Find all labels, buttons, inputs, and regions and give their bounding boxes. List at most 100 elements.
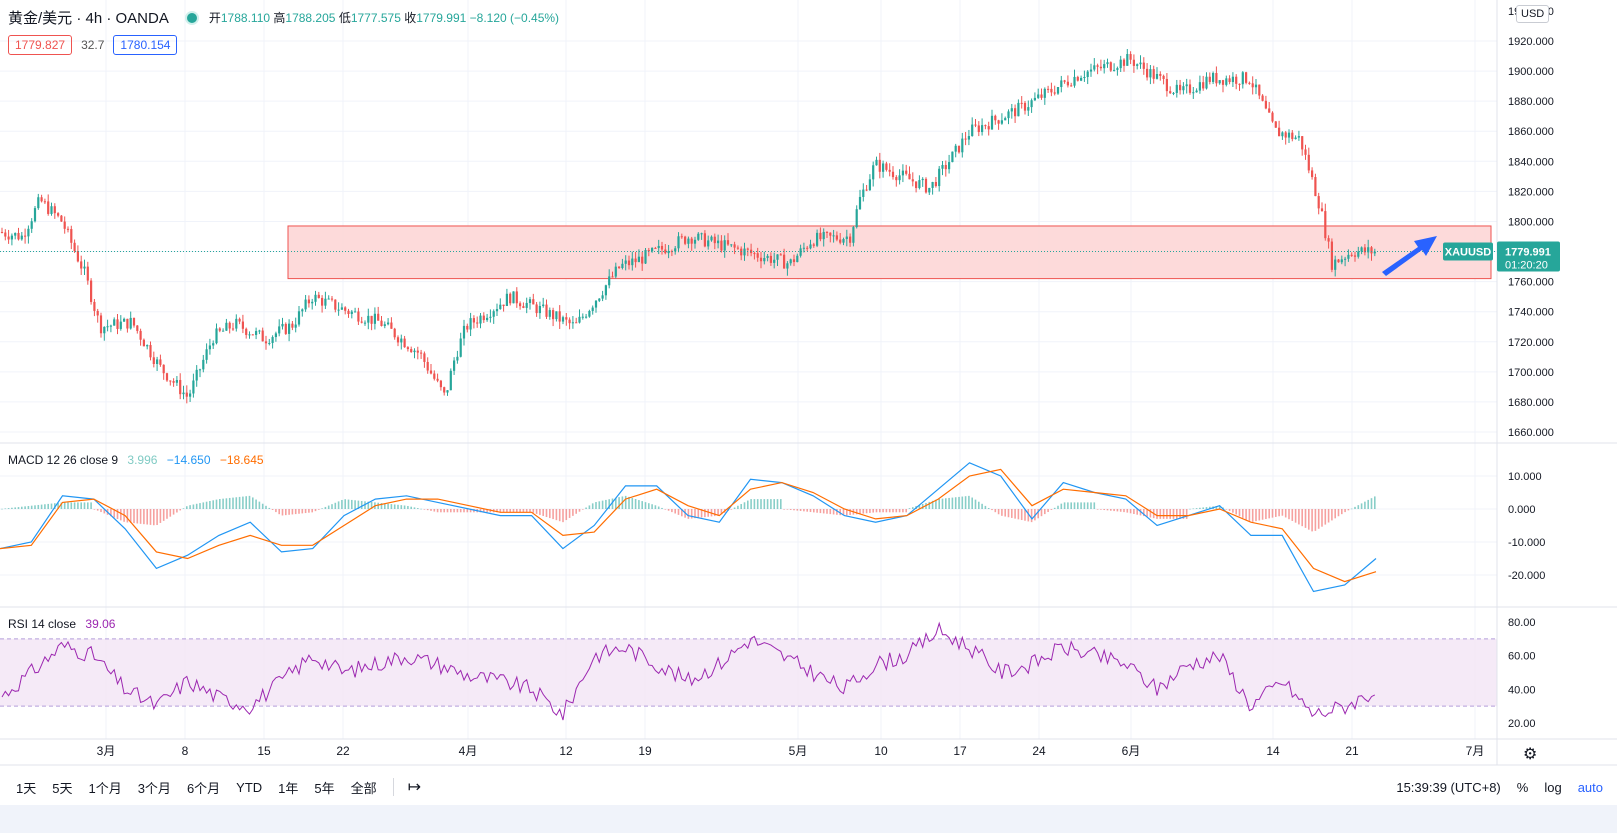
candle-body <box>156 359 159 364</box>
macd-histogram-bar <box>747 500 749 509</box>
candle-body <box>598 298 601 301</box>
macd-histogram-bar <box>951 497 954 509</box>
candle-body <box>1063 80 1066 82</box>
macd-histogram-bar <box>209 501 211 509</box>
candle-body <box>1185 84 1188 87</box>
candle-body <box>1053 92 1056 94</box>
macd-histogram-bar <box>796 509 799 511</box>
candle-body <box>1195 90 1198 93</box>
macd-histogram-bar <box>1228 509 1231 511</box>
macd-histogram-bar <box>1 508 3 510</box>
candle-body <box>327 298 330 300</box>
macd-histogram-bar <box>159 509 162 523</box>
time-tick-label: 8 <box>182 744 189 758</box>
range-button-8[interactable]: 全部 <box>350 780 377 796</box>
buy-price-button[interactable]: 1780.154 <box>113 35 178 55</box>
auto-scale-button[interactable]: auto <box>1577 779 1603 795</box>
candle-body <box>423 353 426 362</box>
candle-body <box>57 213 60 216</box>
macd-histogram-bar <box>555 509 558 521</box>
macd-histogram-bar <box>87 502 89 509</box>
macd-histogram-bar <box>1337 509 1340 517</box>
macd-histogram-bar <box>116 509 119 519</box>
rsi-legend[interactable]: RSI 14 close 39.06 <box>8 617 115 631</box>
macd-histogram-bar <box>819 509 822 514</box>
candle-body <box>86 266 89 281</box>
candle-body <box>601 295 604 299</box>
macd-histogram-bar <box>54 503 56 509</box>
currency-button[interactable]: USD <box>1516 5 1550 23</box>
candle-body <box>472 318 475 323</box>
time-tick-label: 10 <box>874 744 888 758</box>
macd-histogram-bar <box>895 509 898 513</box>
macd-histogram-bar <box>978 501 980 509</box>
candle-body <box>410 349 413 353</box>
macd-histogram-bar <box>971 497 973 509</box>
macd-histogram-bar <box>176 509 178 513</box>
settings-gear-icon[interactable]: ⚙ <box>1523 746 1538 763</box>
candle-body <box>618 266 621 269</box>
range-button-4[interactable]: 6个月 <box>186 780 221 796</box>
range-button-6[interactable]: 1年 <box>278 780 299 796</box>
macd-histogram-bar <box>275 509 277 513</box>
macd-legend[interactable]: MACD 12 26 close 9 3.996 −14.650 −18.645 <box>8 453 264 467</box>
macd-histogram-bar <box>192 504 195 509</box>
candle-body <box>1126 54 1129 66</box>
macd-histogram-bar <box>387 503 389 509</box>
range-button-7[interactable]: 5年 <box>314 780 335 796</box>
macd-histogram-bar <box>1242 509 1244 518</box>
candle-body <box>568 319 571 324</box>
macd-histogram-bar <box>450 509 452 513</box>
symbol-title[interactable]: 黄金/美元 · 4h · OANDA <box>8 10 169 27</box>
macd-histogram-bar <box>261 503 264 509</box>
go-to-date-icon[interactable]: ↦ <box>407 779 422 796</box>
rsi-tick-label: 20.00 <box>1508 718 1536 730</box>
candle-body <box>1264 100 1267 109</box>
percent-scale-button[interactable]: % <box>1516 779 1529 795</box>
candle-body <box>1202 82 1205 89</box>
sell-price-button[interactable]: 1779.827 <box>8 35 73 55</box>
low-value: 1777.575 <box>350 11 401 25</box>
range-button-0[interactable]: 1天 <box>16 780 37 796</box>
macd-histogram-bar <box>786 509 789 510</box>
candle-body <box>1337 259 1340 263</box>
macd-histogram-bar <box>327 505 330 509</box>
candle-body <box>558 311 561 322</box>
range-button-5[interactable]: YTD <box>236 779 263 795</box>
candle-body <box>1235 76 1238 84</box>
macd-histogram-bar <box>545 509 548 518</box>
macd-histogram-bar <box>265 505 267 509</box>
candle-body <box>373 313 376 324</box>
candle-body <box>994 115 997 121</box>
range-button-3[interactable]: 3个月 <box>137 780 171 796</box>
candle-body <box>918 180 921 189</box>
candle-body <box>1103 64 1106 69</box>
macd-histogram-bar <box>222 498 224 509</box>
candle-body <box>835 235 838 240</box>
candle-body <box>852 227 855 243</box>
macd-histogram-bar <box>1176 509 1178 519</box>
candle-body <box>802 247 805 249</box>
macd-histogram-bar <box>331 504 333 509</box>
range-button-2[interactable]: 1个月 <box>88 780 122 796</box>
macd-histogram-bar <box>549 509 551 519</box>
clock-display[interactable]: 15:39:39 (UTC+8) <box>1396 779 1501 795</box>
candle-body <box>264 341 268 344</box>
candle-body <box>809 244 812 249</box>
candle-body <box>766 255 769 259</box>
time-tick-label: 4月 <box>459 744 478 758</box>
candle-body <box>1274 121 1277 128</box>
candle-body <box>555 311 558 320</box>
candle-body <box>901 170 904 176</box>
candle-body <box>1116 68 1119 70</box>
range-button-1[interactable]: 5天 <box>52 780 73 796</box>
candle-body <box>436 378 439 381</box>
log-scale-button[interactable]: log <box>1544 779 1562 795</box>
macd-histogram-bar <box>813 509 815 513</box>
candle-body <box>93 301 96 311</box>
candle-body <box>27 228 30 237</box>
macd-histogram-bar <box>308 509 310 513</box>
candle-body <box>1212 72 1215 82</box>
macd-histogram-bar <box>1136 509 1138 515</box>
